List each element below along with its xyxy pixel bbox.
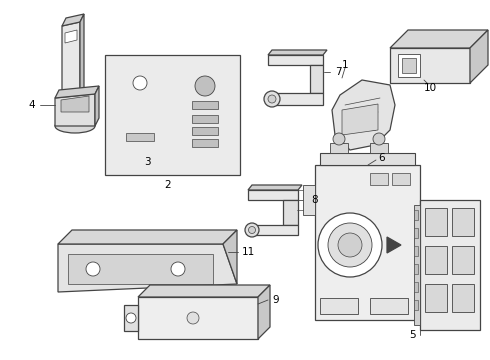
Polygon shape xyxy=(55,94,95,126)
Polygon shape xyxy=(65,30,77,43)
Bar xyxy=(414,205,420,325)
Text: 7: 7 xyxy=(335,67,342,77)
Text: 3: 3 xyxy=(144,157,150,167)
Polygon shape xyxy=(332,80,395,150)
Bar xyxy=(192,127,218,135)
Polygon shape xyxy=(310,65,323,93)
Polygon shape xyxy=(248,185,302,190)
Bar xyxy=(414,264,418,274)
Polygon shape xyxy=(370,143,388,153)
Circle shape xyxy=(171,262,185,276)
Circle shape xyxy=(318,213,382,277)
Bar xyxy=(315,165,420,320)
Bar xyxy=(420,200,480,330)
FancyBboxPatch shape xyxy=(179,63,231,158)
Text: 9: 9 xyxy=(273,295,279,305)
Polygon shape xyxy=(276,93,323,105)
Circle shape xyxy=(187,312,199,324)
Bar xyxy=(192,101,218,109)
Circle shape xyxy=(245,223,259,237)
Bar xyxy=(370,173,388,185)
Bar xyxy=(425,284,447,312)
Circle shape xyxy=(133,76,147,90)
Text: 11: 11 xyxy=(242,247,255,257)
Circle shape xyxy=(268,95,276,103)
Polygon shape xyxy=(268,55,323,65)
Bar xyxy=(452,208,474,236)
Polygon shape xyxy=(80,14,84,98)
Circle shape xyxy=(195,76,215,96)
Polygon shape xyxy=(68,254,213,284)
Circle shape xyxy=(86,262,100,276)
Bar xyxy=(452,246,474,274)
Polygon shape xyxy=(58,244,237,292)
Bar xyxy=(192,139,218,147)
Bar xyxy=(320,298,358,314)
Ellipse shape xyxy=(55,119,95,133)
Polygon shape xyxy=(320,153,415,165)
Bar xyxy=(370,298,408,314)
Polygon shape xyxy=(268,50,327,55)
Polygon shape xyxy=(390,30,488,48)
Bar xyxy=(414,282,418,292)
Polygon shape xyxy=(55,86,99,98)
Circle shape xyxy=(248,226,255,234)
Polygon shape xyxy=(248,190,298,200)
Polygon shape xyxy=(62,22,80,102)
Polygon shape xyxy=(248,225,298,235)
Polygon shape xyxy=(223,230,237,284)
Polygon shape xyxy=(402,58,416,73)
Polygon shape xyxy=(342,104,378,135)
Bar xyxy=(105,55,240,175)
Polygon shape xyxy=(138,285,270,297)
Bar xyxy=(192,115,218,123)
Text: 8: 8 xyxy=(312,195,318,205)
Polygon shape xyxy=(258,285,270,339)
Polygon shape xyxy=(470,30,488,83)
Polygon shape xyxy=(58,230,237,244)
Polygon shape xyxy=(387,237,401,253)
Bar xyxy=(414,300,418,310)
Text: 5: 5 xyxy=(409,330,416,340)
Bar xyxy=(414,228,418,238)
Polygon shape xyxy=(303,185,315,215)
Circle shape xyxy=(338,233,362,257)
Bar xyxy=(425,246,447,274)
Ellipse shape xyxy=(128,85,152,121)
Polygon shape xyxy=(398,54,420,77)
Circle shape xyxy=(126,313,136,323)
Text: 10: 10 xyxy=(423,83,437,93)
Text: 1: 1 xyxy=(342,60,348,70)
Circle shape xyxy=(328,223,372,267)
Circle shape xyxy=(333,133,345,145)
Text: 2: 2 xyxy=(165,180,172,190)
Circle shape xyxy=(264,91,280,107)
Text: 6: 6 xyxy=(379,153,385,163)
Polygon shape xyxy=(390,48,470,83)
Bar xyxy=(138,297,258,339)
Polygon shape xyxy=(283,200,298,225)
FancyBboxPatch shape xyxy=(117,71,163,149)
Bar xyxy=(425,208,447,236)
Bar xyxy=(452,284,474,312)
Bar xyxy=(414,210,418,220)
Polygon shape xyxy=(62,14,84,26)
Polygon shape xyxy=(61,96,89,112)
Polygon shape xyxy=(124,305,138,331)
Circle shape xyxy=(373,133,385,145)
Bar xyxy=(392,173,410,185)
Polygon shape xyxy=(95,86,99,126)
Bar xyxy=(414,246,418,256)
Text: 4: 4 xyxy=(29,100,35,110)
Polygon shape xyxy=(330,143,348,153)
Bar xyxy=(126,133,154,141)
